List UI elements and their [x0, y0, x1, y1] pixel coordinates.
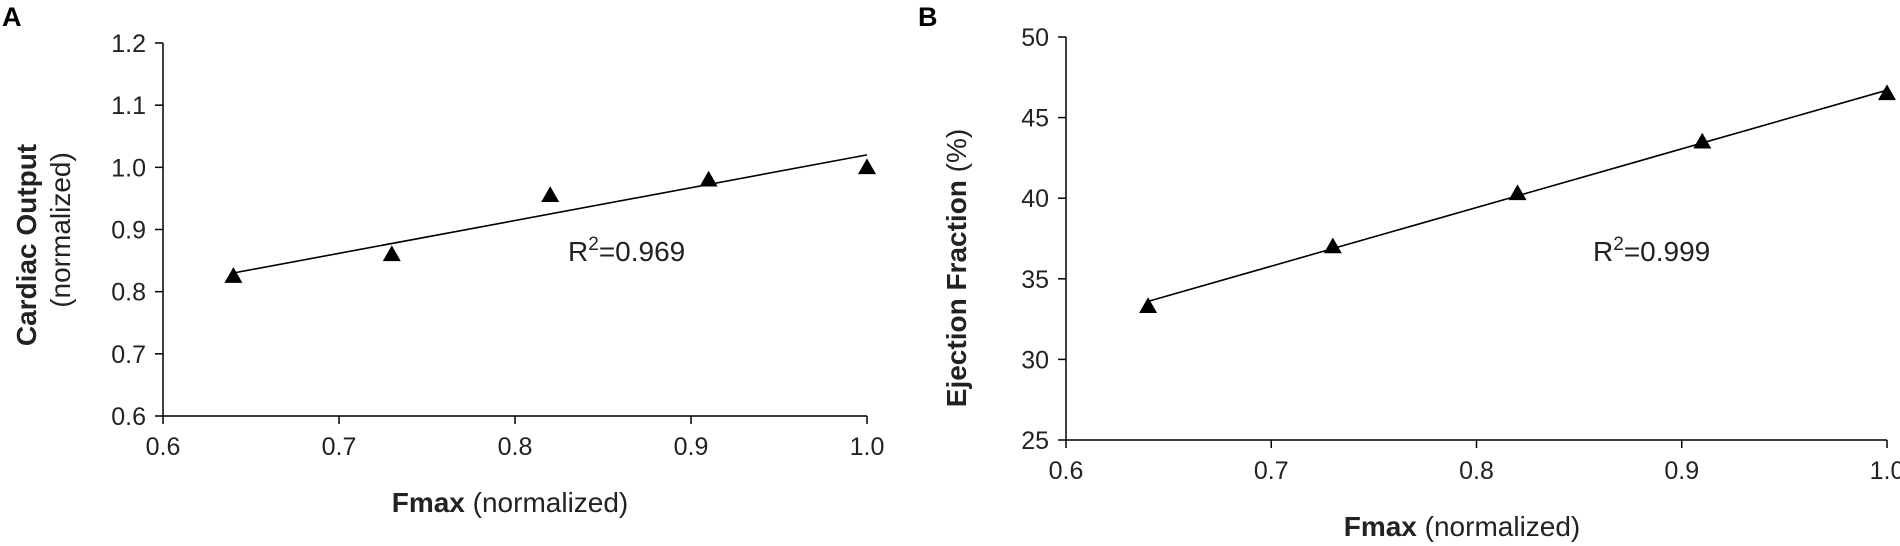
y-axis-title-a: Cardiac Output: [11, 144, 42, 346]
axes-a: [155, 42, 868, 424]
axes-b: [1058, 36, 1888, 448]
panel-label-b: B: [918, 2, 938, 32]
x-tick-label: 0.8: [498, 433, 533, 461]
chart-panel-a: A 0.6 0.7 0.8 0.9 1.0 0.60.70.80.91.01.11.2 …: [2, 2, 884, 518]
y-tick-label: 25: [1021, 427, 1049, 455]
x-tick-label: 0.6: [146, 433, 181, 461]
x-tick-label: 0.9: [674, 433, 709, 461]
x-tick-label: 0.7: [322, 433, 357, 461]
y-axis-title-b: Ejection Fraction (%): [941, 129, 972, 407]
y-tick-label: 50: [1021, 24, 1049, 52]
data-point-triangle: [699, 170, 718, 187]
x-tick-labels-a: 0.6 0.7 0.8 0.9 1.0: [146, 433, 885, 461]
x-axis-title-a: Fmax (normalized): [392, 487, 629, 518]
x-axis-title-b: Fmax (normalized): [1344, 511, 1581, 542]
x-tick-label: 1.0: [1870, 457, 1900, 485]
r-squared-annotation-a: R2=0.969: [568, 234, 685, 267]
x-tick-label: 0.7: [1254, 457, 1289, 485]
panel-label-a: A: [2, 2, 22, 32]
y-tick-label: 0.7: [111, 341, 146, 369]
trendline-a: [233, 154, 868, 274]
x-tick-labels-b: 0.6 0.7 0.8 0.9 1.0: [1049, 457, 1900, 485]
data-point-triangle: [1693, 132, 1712, 149]
y-tick-label: 1.1: [111, 92, 146, 120]
y-tick-label: 0.8: [111, 279, 146, 307]
y-tick-label: 1.0: [111, 154, 146, 182]
data-point-triangle: [1323, 237, 1342, 254]
y-tick-label: 35: [1021, 266, 1049, 294]
r-squared-annotation-b: R2=0.999: [1593, 234, 1710, 267]
data-point-triangle: [858, 158, 876, 175]
data-point-triangle: [382, 245, 401, 262]
data-points-b: [1139, 84, 1896, 313]
data-point-triangle: [1508, 184, 1527, 201]
y-tick-label: 1.2: [111, 30, 146, 58]
data-point-triangle: [541, 186, 560, 203]
y-axis-subtitle-a: (normalized): [45, 152, 76, 308]
x-tick-label: 0.9: [1664, 457, 1699, 485]
y-tick-label: 0.9: [111, 217, 146, 245]
y-tick-label: 40: [1021, 185, 1049, 213]
y-tick-labels-b: 25 30 35 40 45 50: [1021, 24, 1049, 455]
y-tick-label: 45: [1021, 105, 1049, 133]
x-tick-label: 0.6: [1049, 457, 1084, 485]
y-tick-label: 0.6: [111, 403, 146, 431]
data-points-a: [224, 158, 876, 283]
y-tick-labels-a: 0.6 0.7 0.8 0.9 1.0 1.1 1.2: [111, 30, 146, 431]
data-point-triangle: [1139, 297, 1158, 313]
data-point-triangle: [224, 267, 243, 283]
data-point-triangle: [1878, 84, 1896, 101]
y-tick-label: 30: [1021, 346, 1049, 374]
x-tick-label: 0.8: [1459, 457, 1494, 485]
x-tick-label: 1.0: [850, 433, 885, 461]
